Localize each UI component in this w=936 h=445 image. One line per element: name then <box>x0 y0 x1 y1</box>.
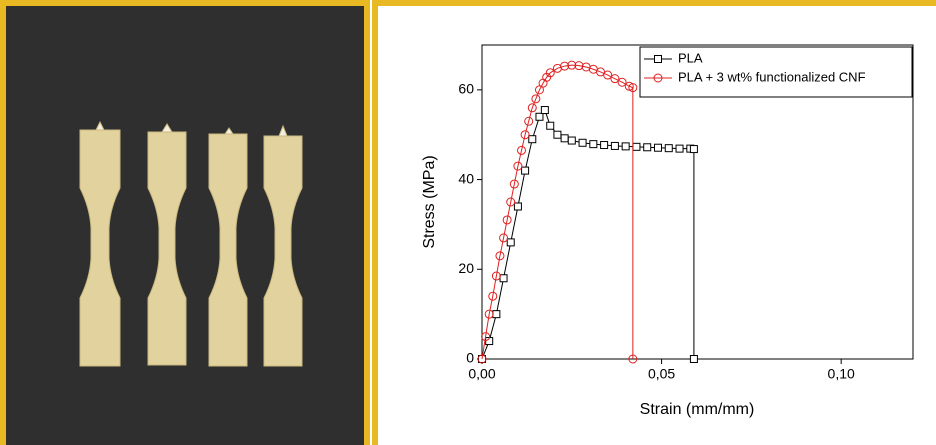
marker <box>574 61 584 71</box>
marker <box>553 130 562 139</box>
marker <box>567 60 577 70</box>
marker <box>628 83 638 93</box>
marker <box>617 77 627 87</box>
marker <box>517 145 527 155</box>
marker <box>534 85 544 95</box>
marker <box>567 136 576 145</box>
marker <box>600 141 609 150</box>
marker <box>546 121 555 130</box>
marker <box>528 135 537 144</box>
marker <box>545 68 555 78</box>
marker <box>513 202 522 211</box>
marker <box>643 143 652 152</box>
y-tick-label: 0 <box>466 350 474 366</box>
legend-label: PLA <box>678 50 703 65</box>
y-tick-label: 60 <box>458 81 474 97</box>
photo-background <box>6 6 364 445</box>
x-tick-label: 0,10 <box>828 366 855 382</box>
marker <box>499 233 509 243</box>
marker <box>675 144 684 153</box>
marker <box>502 215 512 225</box>
marker <box>506 238 515 247</box>
marker <box>524 116 534 126</box>
marker <box>491 271 501 281</box>
marker <box>610 141 619 150</box>
marker <box>520 130 530 140</box>
specimen <box>147 131 187 366</box>
marker <box>535 112 544 121</box>
marker <box>540 106 549 115</box>
specimen <box>79 129 121 367</box>
marker <box>477 354 487 364</box>
legend-box <box>639 46 913 98</box>
marker <box>610 74 620 84</box>
y-axis-title: Stress (MPa) <box>421 155 438 248</box>
legend-marker <box>654 55 662 63</box>
marker <box>603 70 613 80</box>
marker <box>689 355 698 363</box>
marker <box>664 144 673 153</box>
marker <box>506 197 516 207</box>
marker <box>495 251 505 261</box>
y-tick-label: 20 <box>458 260 474 276</box>
marker <box>484 309 494 319</box>
specimen <box>263 135 303 367</box>
marker <box>521 166 530 175</box>
marker <box>689 145 698 154</box>
x-tick-label: 0,00 <box>468 366 495 382</box>
marker <box>560 134 569 143</box>
marker <box>589 140 598 149</box>
marker <box>509 179 519 189</box>
legend-marker <box>653 73 663 83</box>
y-tick-label: 40 <box>458 170 474 186</box>
marker <box>527 103 537 113</box>
specimen <box>208 133 248 367</box>
specimen-photo <box>0 0 370 445</box>
marker <box>560 61 570 71</box>
specimen-tip <box>95 120 288 137</box>
marker <box>513 161 523 171</box>
marker <box>488 291 498 301</box>
marker <box>531 94 541 104</box>
legend-label: PLA + 3 wt% functionalized CNF <box>678 69 866 84</box>
x-axis-title: Strain (mm/mm) <box>640 401 755 418</box>
marker <box>481 332 491 342</box>
marker <box>492 310 501 319</box>
x-tick-label: 0,05 <box>648 366 675 382</box>
marker <box>628 354 638 364</box>
marker <box>632 142 641 151</box>
marker <box>653 143 662 152</box>
series-line <box>481 64 634 360</box>
specimens <box>79 120 303 367</box>
marker <box>578 138 587 147</box>
marker <box>621 142 630 151</box>
marker <box>499 274 508 283</box>
